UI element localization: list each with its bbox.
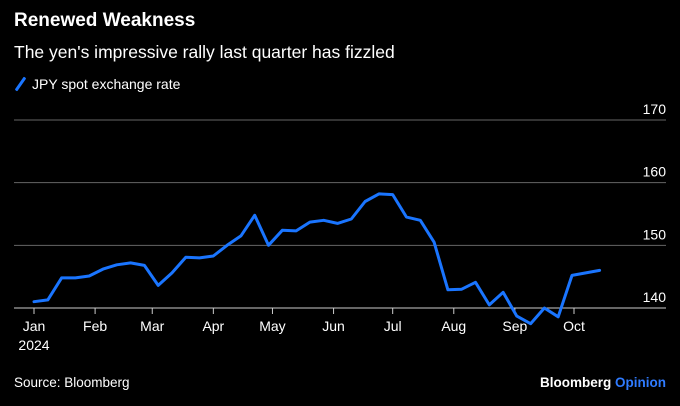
- x-tick-label-apr: Apr: [202, 318, 224, 334]
- chart-legend: JPY spot exchange rate: [14, 76, 180, 92]
- x-tick-label-jul: Jul: [384, 318, 402, 334]
- gridlines: [14, 119, 666, 309]
- x-tick-year: 2024: [18, 337, 49, 353]
- x-tick-label-oct: Oct: [563, 318, 585, 334]
- series-line-jpy: [32, 192, 602, 326]
- legend-label: JPY spot exchange rate: [32, 76, 181, 92]
- y-tick-label-150: 150: [643, 226, 667, 242]
- x-tick-label-aug: Aug: [441, 318, 466, 334]
- series-layer: [32, 192, 602, 326]
- y-tick-label-170: 170: [643, 101, 667, 117]
- source-note: Source: Bloomberg: [14, 375, 130, 390]
- chart-subtitle: The yen's impressive rally last quarter …: [14, 42, 395, 62]
- brand-logo: Bloomberg Opinion: [540, 375, 666, 390]
- brand-accent: Opinion: [615, 375, 666, 390]
- x-tick-label-mar: Mar: [140, 318, 164, 334]
- y-tick-label-160: 160: [643, 164, 667, 180]
- x-tick-label-sep: Sep: [502, 318, 527, 334]
- x-tick-label-jan: Jan: [23, 318, 46, 334]
- x-tick-label-feb: Feb: [83, 318, 107, 334]
- x-axis-ticks: Jan Feb Mar Apr May Jun Jul Aug Sep Oct 2024: [18, 308, 585, 353]
- x-tick-label-jun: Jun: [322, 318, 345, 334]
- brand-main: Bloomberg: [539, 375, 612, 390]
- y-tick-label-140: 140: [643, 289, 667, 305]
- x-tick-label-may: May: [259, 318, 285, 334]
- y-axis-ticks: 140 150 160 170: [643, 101, 667, 305]
- chart-title: Renewed Weakness: [14, 10, 196, 31]
